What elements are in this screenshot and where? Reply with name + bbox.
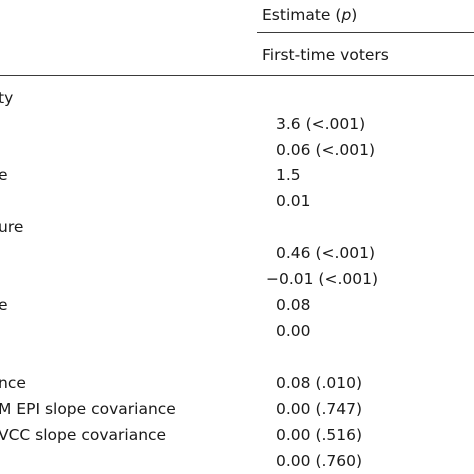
row-value: 0.00 (.516) xyxy=(276,426,363,444)
row-label: nce xyxy=(0,374,26,392)
row-value: 0.00 xyxy=(276,322,311,340)
header-rule xyxy=(257,32,474,33)
row-value: 0.06 (<.001) xyxy=(276,141,376,159)
row-value: −0.01 (<.001) xyxy=(266,270,379,288)
row-label: ure xyxy=(0,218,24,236)
row-value: 0.01 xyxy=(276,192,311,210)
row-value: 0.46 (<.001) xyxy=(276,244,376,262)
row-value: 1.5 xyxy=(276,166,301,184)
header-estimate-p: p xyxy=(341,6,352,24)
row-value: 3.6 (<.001) xyxy=(276,115,366,133)
header-group: First-time voters xyxy=(262,46,389,64)
row-label: M EPI slope covariance xyxy=(0,400,176,418)
header-estimate-prefix: Estimate ( xyxy=(262,6,342,24)
header-estimate: Estimate (p) xyxy=(262,5,357,25)
row-value: 0.00 (.747) xyxy=(276,400,363,418)
header-estimate-suffix: ) xyxy=(351,6,358,24)
row-label: e xyxy=(0,166,8,184)
row-value: 0.08 (.010) xyxy=(276,374,363,392)
row-label: e xyxy=(0,296,8,314)
row-value: 0.08 xyxy=(276,296,311,314)
row-value: 0.00 (.760) xyxy=(276,452,363,470)
top-rule xyxy=(0,75,474,76)
row-label: ty xyxy=(0,89,14,107)
row-label: VCC slope covariance xyxy=(0,426,167,444)
